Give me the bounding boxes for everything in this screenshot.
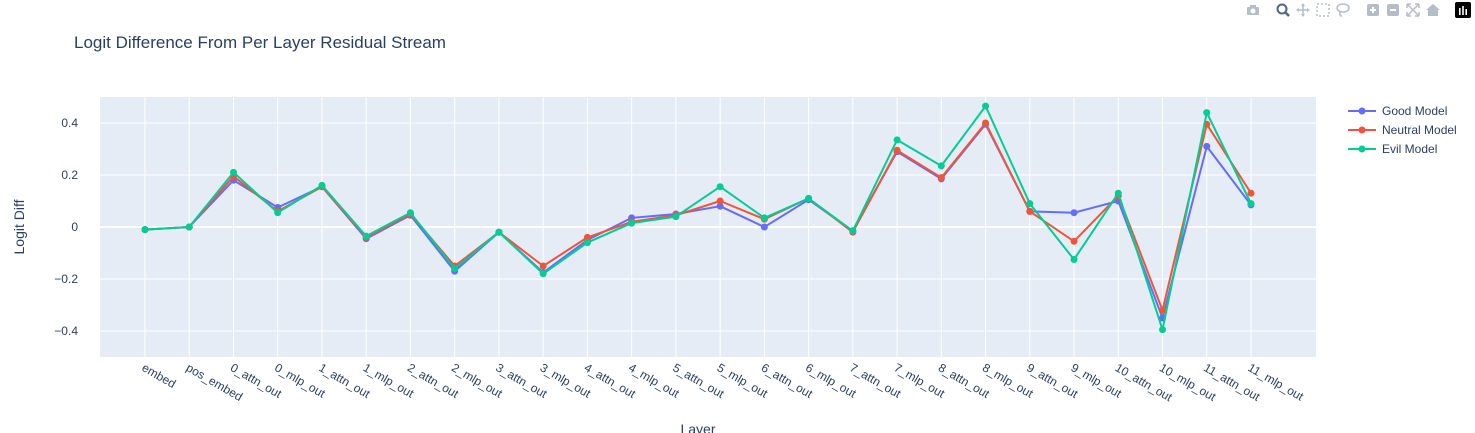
data-point [1203,109,1211,117]
data-point [1203,142,1211,150]
data-point [937,174,945,182]
data-point [760,214,768,222]
data-point [141,226,149,234]
legend-label: Neutral Model [1382,123,1457,137]
data-point [1070,256,1078,263]
legend: Good Model Neutral Model Evil Model [1348,104,1457,156]
data-point [849,227,857,235]
autoscale-icon[interactable] [1405,2,1421,18]
data-point [982,119,990,127]
x-tick-label: embed [140,360,179,390]
y-tick-label: 0.4 [61,116,78,130]
data-point [893,136,901,144]
data-point [1159,306,1167,314]
data-point [1247,200,1255,208]
home-icon[interactable] [1425,2,1441,18]
series-evil-model [141,102,1255,334]
zoom-in-icon[interactable] [1365,2,1381,18]
series-line [144,105,1252,331]
data-point [495,228,503,236]
zoom-out-icon[interactable] [1385,2,1401,18]
data-point [318,181,326,189]
data-point [185,223,193,231]
modebar-group [1275,2,1351,18]
data-point [628,219,636,227]
camera-icon[interactable] [1245,2,1261,18]
modebar-group [1245,2,1261,18]
data-point [716,197,724,205]
box-select-icon[interactable] [1315,2,1331,18]
legend-marker [1358,107,1366,115]
data-point [805,194,813,202]
data-point [583,233,591,241]
modebar-toolbar [1245,2,1471,18]
data-point [672,213,680,221]
data-point [1070,209,1078,217]
data-point [1114,189,1122,197]
data-point [451,265,459,273]
legend-marker [1358,145,1366,153]
data-point [539,262,547,270]
legend-label: Evil Model [1382,142,1437,156]
data-point [229,168,237,176]
y-tick-label: 0 [71,220,78,234]
y-tick-label: −0.4 [54,324,78,338]
x-axis-title: Layer [680,421,715,433]
data-point [274,209,282,217]
data-point [716,183,724,191]
data-point [716,202,724,210]
data-point [760,223,768,231]
data-point [539,270,547,278]
chart-title: Logit Difference From Per Layer Residual… [74,33,446,52]
data-point [583,239,591,247]
y-tick-label: 0.2 [61,168,78,182]
data-point [362,232,370,240]
data-point [893,146,901,154]
zoom-icon[interactable] [1275,2,1291,18]
plotly-logo-icon[interactable] [1455,2,1471,18]
data-point [1070,237,1078,245]
data-point [937,162,945,170]
pan-icon[interactable] [1295,2,1311,18]
y-tick-label: −0.2 [54,272,78,286]
data-point [406,209,414,217]
data-point [1159,326,1167,334]
legend-marker [1358,126,1366,134]
legend-label: Good Model [1382,104,1447,118]
y-axis-title: Logit Diff [11,199,27,254]
data-point [1026,207,1034,215]
data-point [1026,200,1034,208]
lasso-select-icon[interactable] [1335,2,1351,18]
modebar-group [1365,2,1441,18]
data-point [1247,189,1255,197]
data-point [982,102,990,110]
modebar-group [1455,2,1471,18]
